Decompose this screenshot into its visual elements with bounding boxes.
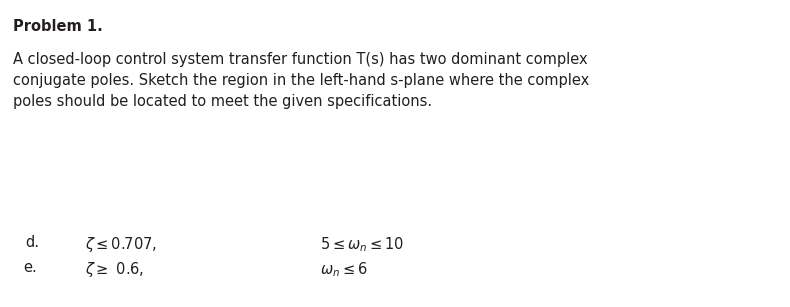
Text: poles should be located to meet the given specifications.: poles should be located to meet the give… <box>13 94 432 109</box>
Text: $\omega_n\leq6$: $\omega_n\leq6$ <box>320 260 367 279</box>
Text: d.: d. <box>25 235 39 250</box>
Text: $\zeta\leq0.707,$: $\zeta\leq0.707,$ <box>85 235 157 254</box>
Text: $\zeta\geq\ 0.6,$: $\zeta\geq\ 0.6,$ <box>85 260 145 279</box>
Text: conjugate poles. Sketch the region in the left-hand s-plane where the complex: conjugate poles. Sketch the region in th… <box>13 73 589 88</box>
Text: Problem 1.: Problem 1. <box>13 19 103 34</box>
Text: $5\leq\omega_n\leq10$: $5\leq\omega_n\leq10$ <box>320 235 404 254</box>
Text: e.: e. <box>23 260 37 275</box>
Text: A closed-loop control system transfer function T(s) has two dominant complex: A closed-loop control system transfer fu… <box>13 52 588 67</box>
